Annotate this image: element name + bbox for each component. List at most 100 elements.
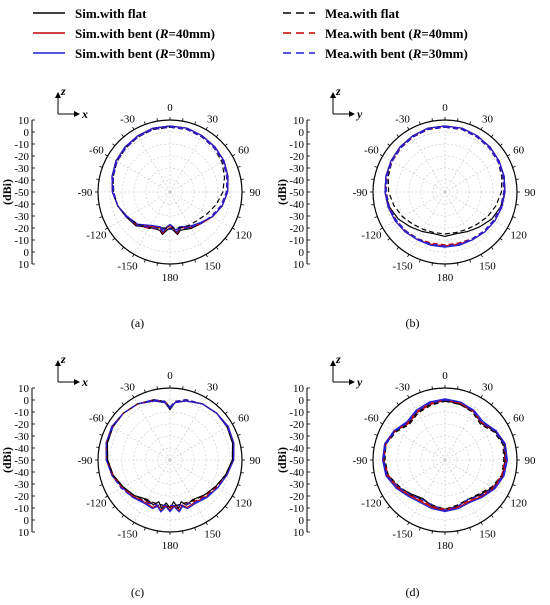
polar-tick <box>469 527 472 531</box>
radial-tick-label: -10 <box>289 139 304 151</box>
polar-tick <box>480 254 483 258</box>
axis-indicator-right-arrowhead <box>74 379 80 385</box>
polar-tick <box>132 126 135 130</box>
polar-tick <box>112 143 116 147</box>
polar-tick <box>371 446 375 448</box>
radial-tick-label: -20 <box>14 151 29 163</box>
radial-tick-label: -40 <box>14 199 29 211</box>
radial-tick-label: -20 <box>289 151 304 163</box>
radial-tick-label: -20 <box>289 491 304 503</box>
angle-label: -30 <box>395 381 410 393</box>
polar-tick <box>396 134 400 138</box>
angle-label: 180 <box>162 540 179 552</box>
polar-tick <box>418 259 421 263</box>
polar-tick <box>240 204 244 206</box>
polar-tick <box>515 446 519 448</box>
chart-legend: Sim.with flat Sim.with bent (R=40mm) Sim.w… <box>33 6 468 61</box>
polar-tick <box>96 472 100 474</box>
polar-spoke <box>408 191 446 255</box>
radial-tick-label: -50 <box>289 455 304 467</box>
polar-tick <box>156 118 158 122</box>
angle-label: -60 <box>89 145 104 157</box>
polar-tick <box>507 227 511 230</box>
polar-tick <box>205 126 208 130</box>
polar-tick <box>224 411 228 415</box>
polar-spoke <box>444 423 508 461</box>
radial-tick-label: 0 <box>299 247 305 259</box>
polar-chart-a: 0 30 60 90 120 150 180 -150 -120 -90 -60 -30 10 0 -10-… <box>0 72 275 337</box>
radial-tick-label: -40 <box>289 443 304 455</box>
polar-tick <box>457 530 459 534</box>
radial-tick-label: 10 <box>293 527 305 539</box>
radial-tick-label: -10 <box>14 235 29 247</box>
angle-label: -90 <box>353 187 368 199</box>
polar-tick <box>490 402 494 406</box>
polar-tick <box>387 143 391 147</box>
polar-tick <box>96 204 100 206</box>
polar-tick <box>512 216 516 219</box>
radial-tick-label: -30 <box>14 211 29 223</box>
polar-chart-b: 0 30 60 90 120 150 180 -150 -120 -90 -60 -30 10 0 -10-… <box>275 72 550 337</box>
polar-tick <box>515 204 519 206</box>
polar-tick <box>121 134 125 138</box>
series-mea-with-bent-r-30mm <box>385 126 505 247</box>
polar-chart-d: 0 30 60 90 120 150 180 -150 -120 -90 -60 -30 10 0 -10-… <box>275 340 550 605</box>
polar-tick <box>156 262 158 266</box>
polar-tick <box>240 178 244 180</box>
radial-tick-label: -30 <box>14 163 29 175</box>
angle-label: -120 <box>361 498 382 510</box>
polar-tick <box>224 143 228 147</box>
radial-tick-label: -10 <box>289 235 304 247</box>
polar-tick <box>99 433 103 436</box>
polar-tick <box>232 227 236 230</box>
radial-tick-label: -50 <box>14 187 29 199</box>
polar-tick <box>99 165 103 168</box>
polar-tick <box>104 495 108 498</box>
polar-tick <box>237 433 241 436</box>
polar-tick <box>418 527 421 531</box>
polar-tick <box>387 237 391 241</box>
angle-label: 120 <box>235 230 252 242</box>
polar-tick <box>215 514 219 518</box>
angle-label: -60 <box>364 145 379 157</box>
polar-tick <box>469 121 472 125</box>
polar-tick <box>224 505 228 509</box>
series-sim-with-bent-r-30mm <box>384 125 506 248</box>
angle-label: -60 <box>364 413 379 425</box>
polar-tick <box>407 126 410 130</box>
polar-tick <box>112 505 116 509</box>
polar-tick <box>457 118 459 122</box>
polar-tick <box>132 394 135 398</box>
radial-tick-label: -20 <box>289 223 304 235</box>
polar-spoke <box>382 423 446 461</box>
polar-tick <box>194 527 197 531</box>
axis-indicator-up-arrowhead <box>55 92 61 98</box>
polar-tick <box>240 472 244 474</box>
angle-label: -30 <box>120 113 135 125</box>
angle-label: 30 <box>482 381 494 393</box>
radial-tick-label: 10 <box>293 259 305 271</box>
axis-indicator-right-label: y <box>355 375 363 389</box>
polar-spoke <box>444 459 482 523</box>
polar-tick <box>215 246 219 250</box>
polar-tick <box>379 495 383 498</box>
series-mea-with-bent-r-30mm <box>112 126 228 230</box>
legend-label-sim-with-flat: Sim.with flat <box>75 6 147 21</box>
radial-tick-label: -40 <box>14 175 29 187</box>
polar-tick <box>374 484 378 487</box>
polar-tick <box>143 389 146 393</box>
radial-tick-label: -40 <box>14 443 29 455</box>
polar-spoke <box>444 191 482 255</box>
angle-label: 120 <box>510 498 527 510</box>
polar-tick <box>237 484 241 487</box>
polar-tick <box>232 422 236 425</box>
axis-indicator-up-arrowhead <box>330 360 336 366</box>
polar-tick <box>121 402 125 406</box>
angle-label: -150 <box>117 261 138 273</box>
polar-spoke <box>133 459 171 523</box>
radial-tick-label: -40 <box>14 467 29 479</box>
polar-spoke <box>382 459 446 497</box>
angle-label: 0 <box>442 102 448 114</box>
angle-label: 60 <box>238 413 250 425</box>
polar-tick <box>205 522 208 526</box>
